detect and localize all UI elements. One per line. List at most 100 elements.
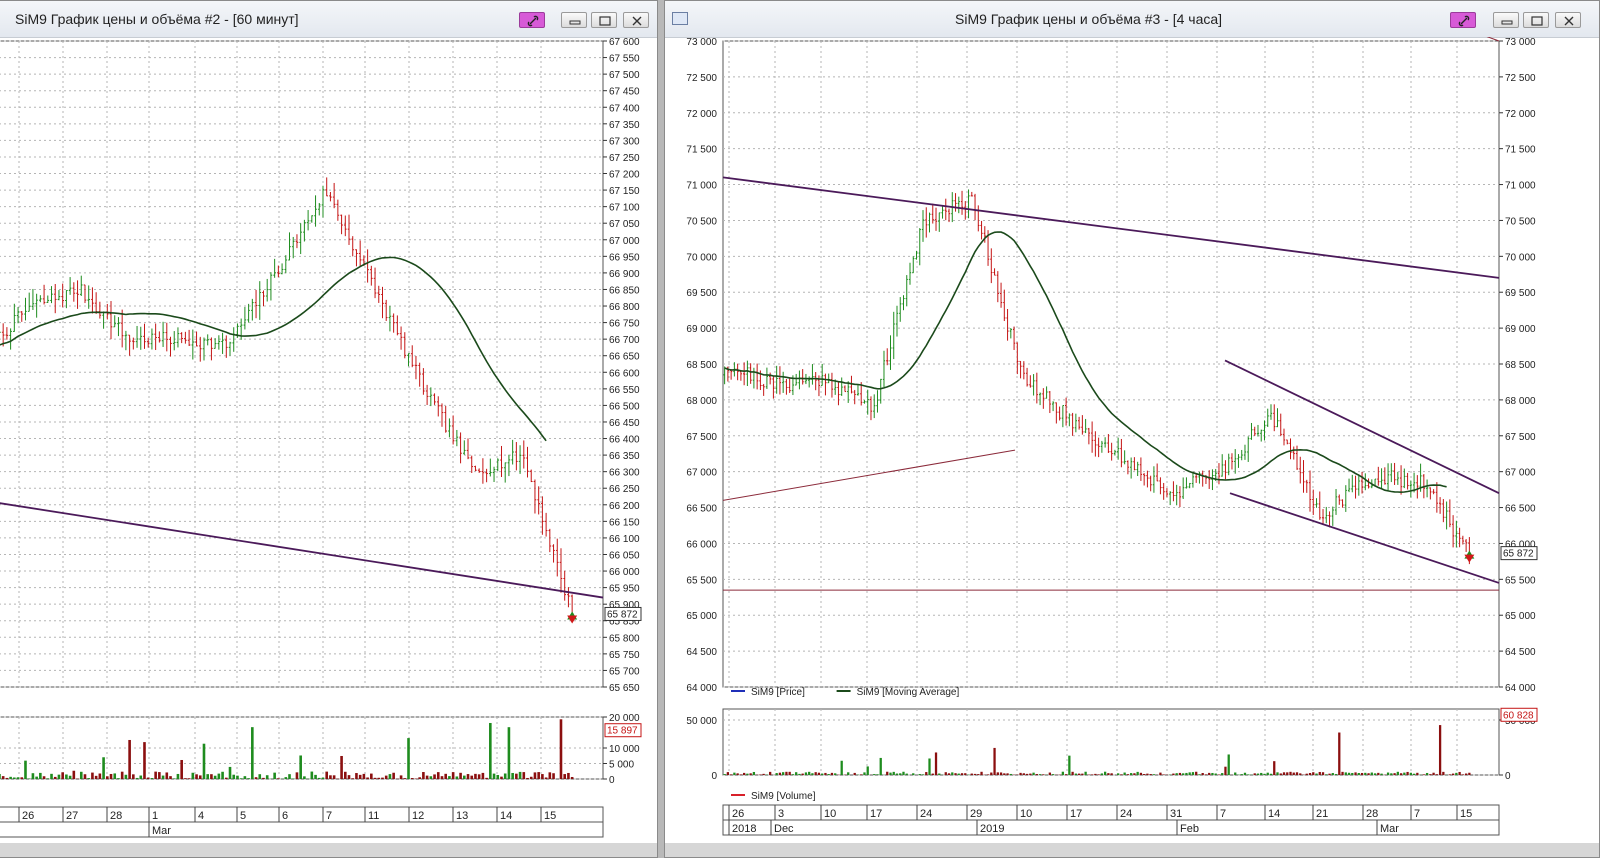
price-axis-label: 65 950 [609,584,640,595]
volume-bar [1139,772,1143,775]
volume-bar [158,772,161,779]
volume-bar [221,771,224,779]
volume-bar [723,774,726,775]
volume-bar [522,772,526,779]
volume-bar [931,773,934,775]
minimize-icon[interactable] [561,12,587,28]
date-label: 1 [152,810,158,822]
close-icon[interactable] [1555,12,1581,28]
volume-bar [392,772,395,779]
volume-bar [169,776,172,779]
volume-bar [1032,772,1035,775]
volume-bar [840,760,843,775]
price-axis-label: 66 800 [609,302,640,313]
volume-bar [1006,773,1009,775]
price-axis-label: 67 150 [609,186,640,197]
volume-bar [98,773,102,779]
volume-bar [1081,773,1084,775]
window-titlebar[interactable]: SiM9 График цены и объёма #2 - [60 минут… [0,1,657,38]
legend-label: SiM9 [Moving Average] [857,687,960,698]
volume-bar [1321,772,1325,775]
link-icon[interactable] [519,12,545,28]
volume-bar [1094,773,1097,775]
window-system-icon[interactable] [672,12,688,25]
volume-bar [889,772,892,775]
volume-bar [1386,772,1390,775]
volume-bar [980,771,983,775]
volume-bar [934,752,938,775]
volume-bar [860,774,863,775]
period-label: 2019 [980,823,1004,835]
last-price-label: 65 872 [1503,549,1534,560]
price-axis-label: 66 150 [609,517,640,528]
volume-bar [377,777,381,779]
volume-bar [91,772,94,779]
trendline [0,502,604,599]
volume-bar [834,773,837,775]
link-icon[interactable] [1450,12,1476,28]
volume-bar [1325,774,1328,775]
volume-bar [13,777,16,779]
date-label: 5 [240,810,246,822]
volume-bar [258,774,262,779]
date-label: 3 [778,808,784,820]
price-axis-label: 70 000 [1505,252,1536,263]
volume-bar [128,739,131,779]
volume-bar [817,772,821,775]
volume-bar [1253,773,1256,775]
volume-bar [388,774,392,779]
price-axis-label: 72 000 [1505,109,1536,120]
sell-signal-marker [1464,554,1475,563]
last-price-box [1500,546,1538,561]
window-title: SiM9 График цены и объёма #3 - [4 часа] [955,11,1223,27]
trendline [1486,37,1500,42]
volume-bar [1295,772,1299,775]
volume-bar [798,773,801,775]
volume-bar [1149,774,1152,775]
volume-bar [1211,772,1214,775]
price-volume-chart-4h[interactable]: 73 000 73 000 72 500 72 500 72 000 72 000 71 5… [665,37,1600,847]
volume-bar [120,771,124,779]
volume-bar [20,777,24,779]
price-axis-label-left: 68 000 [686,396,717,407]
volume-bar [1393,773,1396,775]
volume-bar [57,774,61,779]
window-titlebar[interactable]: SiM9 График цены и объёма #3 - [4 часа] [665,1,1599,38]
volume-bar [1347,772,1351,775]
maximize-icon[interactable] [1523,12,1549,28]
minimize-icon[interactable] [1493,12,1519,28]
volume-bar [83,774,87,779]
volume-bar [206,774,210,779]
volume-bar [102,757,105,779]
volume-bar [541,774,544,779]
date-label: 15 [1460,808,1472,820]
last-volume-label: 15 897 [607,726,638,737]
volume-bar [1097,774,1100,775]
volume-bar [873,774,876,775]
volume-bar [1292,772,1295,775]
price-axis-label: 65 900 [609,600,640,611]
volume-bar [1282,772,1286,775]
volume-bar [422,772,425,779]
volume-bar [50,773,53,779]
date-label: 24 [1120,808,1132,820]
price-axis-label: 66 200 [609,501,640,512]
price-axis-label: 66 300 [609,468,640,479]
volume-bar [1068,755,1071,775]
volume-bar [347,775,351,779]
price-axis-label: 66 500 [609,401,640,412]
volume-bar [970,773,973,775]
volume-bar [1120,774,1123,775]
close-icon[interactable] [623,12,649,28]
volume-bar [1338,732,1341,775]
volume-bar [736,773,739,775]
volume-bar [247,778,250,779]
volume-bar [146,777,150,779]
maximize-icon[interactable] [591,12,617,28]
date-label: 21 [1316,808,1328,820]
volume-bar [202,743,206,779]
volume-bar [733,772,736,775]
volume-bar [507,727,511,779]
volume-bar [210,774,213,779]
